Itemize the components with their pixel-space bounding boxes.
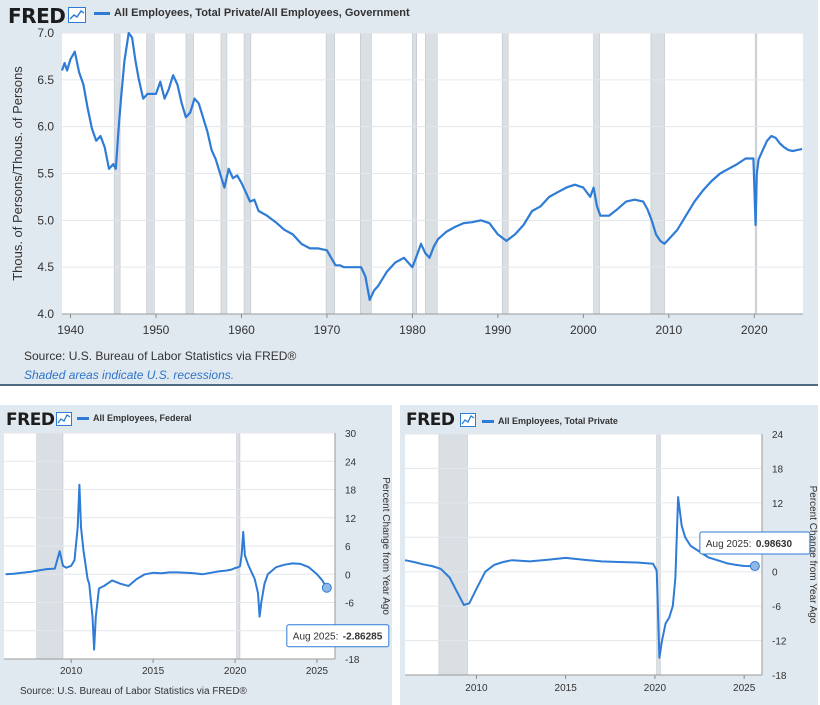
x-tick-label: 2010 [60,666,83,677]
line-chart-icon [460,413,476,427]
source-text: Source: U.S. Bureau of Labor Statistics … [24,349,297,363]
y-tick-label: 6 [345,542,351,553]
x-tick-label: 1940 [57,323,84,337]
federal-chart-panel: FRED All Employees, Federal -18-12-60612… [0,405,392,705]
y-tick-label: 18 [772,464,784,475]
line-chart-icon [56,412,72,426]
x-tick-label: 2025 [733,683,756,694]
x-tick-label: 1990 [485,323,512,337]
y-tick-label: 12 [345,514,357,525]
y-tick-label: 18 [345,486,357,497]
y-tick-label: 30 [345,429,357,440]
x-tick-label: 1980 [399,323,426,337]
y-tick-label: -18 [772,671,787,682]
y-tick-label: 24 [772,430,784,441]
tooltip-date: Aug 2025: [706,539,752,550]
x-tick-label: 2025 [306,666,329,677]
y-tick-label: 0 [772,568,778,579]
y-tick-label: -6 [772,602,781,613]
fred-logo[interactable]: FRED [6,410,55,430]
x-tick-label: 2010 [465,683,488,694]
legend-label: All Employees, Federal [93,413,192,423]
x-tick-label: 2020 [644,683,667,694]
source-text: Source: U.S. Bureau of Labor Statistics … [20,686,247,697]
legend-label: All Employees, Total Private/All Employe… [114,7,410,19]
y-tick-label: 4.5 [37,260,54,274]
federal-chart: -18-12-606121824302010201520202025Percen… [4,429,391,677]
y-tick-label: 4.0 [37,307,54,321]
x-tick-label: 2015 [142,666,165,677]
tooltip-value: 0.98630 [756,539,793,550]
legend-series-federal: All Employees, Federal [77,413,192,423]
recession-note: Shaded areas indicate U.S. recessions. [24,368,235,382]
y-axis-label: Thous. of Persons/Thous. of Persons [10,66,25,281]
y-tick-label: 6.5 [37,73,54,87]
tooltip-date: Aug 2025: [293,632,339,643]
tooltip-box [286,624,390,648]
legend-swatch [77,417,89,421]
x-tick-label: 1970 [314,323,341,337]
fred-logo[interactable]: FRED [8,4,66,28]
x-tick-label: 2020 [224,666,247,677]
highlight-point [321,582,332,593]
highlight-point [749,561,760,572]
y-tick-label: 24 [345,457,357,468]
private-chart: -18-12-6061218242010201520202025Percent … [404,430,818,694]
top-chart-panel: FRED All Employees, Total Private/All Em… [0,0,818,386]
x-tick-label: 1950 [143,323,170,337]
series-line [60,31,803,301]
x-tick-label: 1960 [228,323,255,337]
legend-swatch [482,420,494,424]
y-tick-label: 5.0 [37,213,54,227]
y-axis-label: Percent Change from Year Ago [380,477,391,615]
y-tick-label: 7.0 [37,26,54,40]
y-tick-label: -6 [345,599,354,610]
recession-band [438,433,468,676]
y-tick-label: -18 [345,655,360,666]
y-tick-label: 6.0 [37,120,54,134]
legend-label: All Employees, Total Private [498,416,618,426]
x-tick-label: 2000 [570,323,597,337]
tooltip-box [699,531,811,555]
y-tick-label: 0 [345,570,351,581]
fred-logo[interactable]: FRED [406,410,455,430]
legend-series-ratio: All Employees, Total Private/All Employe… [94,7,410,19]
x-tick-label: 2020 [741,323,768,337]
series-line [5,483,328,651]
legend-series-private: All Employees, Total Private [482,416,618,426]
x-tick-label: 2010 [655,323,682,337]
series-line [404,496,755,659]
ratio-chart: 4.0 4.5 5.0 5.5 6.0 6.5 7.0 1940 1950 1960 1970 198… [10,26,803,337]
y-tick-label: -12 [772,637,787,648]
tooltip-value: -2.86285 [343,632,383,643]
line-chart-icon [68,7,86,23]
y-tick-label: 5.5 [37,167,54,181]
y-axis-label: Percent Change from Year Ago [807,486,818,624]
legend-swatch [94,11,110,15]
private-chart-panel: FRED All Employees, Total Private -18 -12… [400,405,818,705]
y-tick-label: 12 [772,499,784,510]
x-tick-label: 2015 [555,683,578,694]
